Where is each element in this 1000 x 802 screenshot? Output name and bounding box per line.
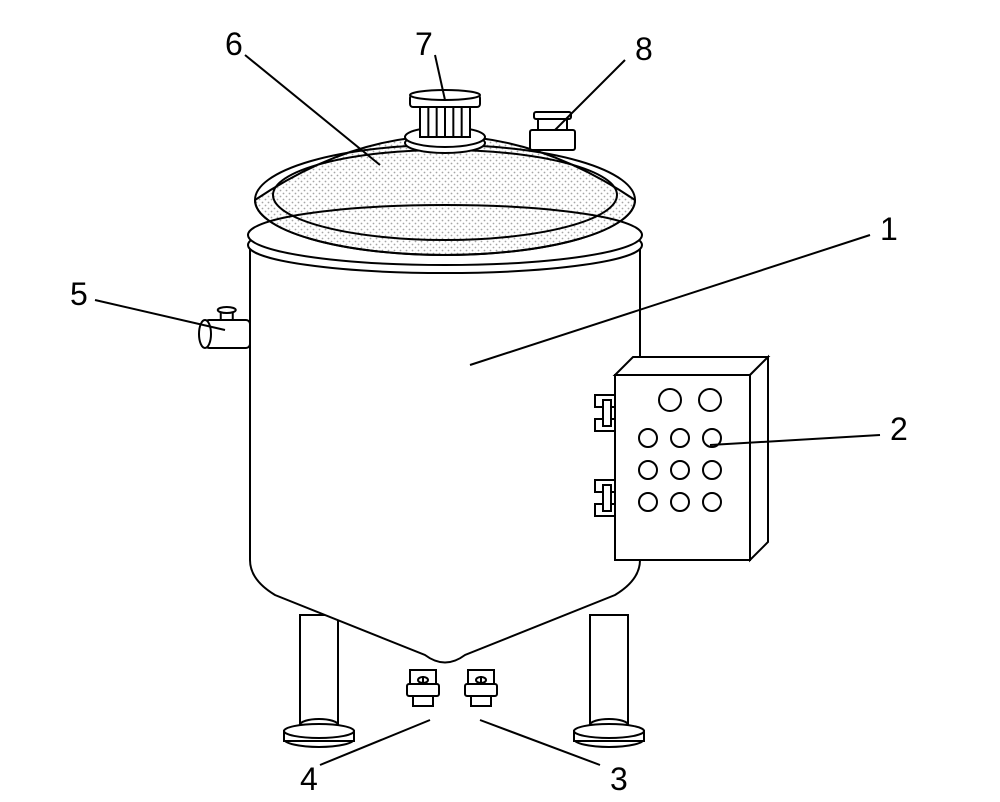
tank-drawing (199, 90, 768, 747)
label-l4: 4 (300, 761, 318, 797)
label-l6: 6 (225, 26, 243, 62)
label-l3: 3 (610, 761, 628, 797)
label-l2: 2 (890, 411, 908, 447)
label-l8: 8 (635, 31, 653, 67)
leader-l8 (555, 60, 625, 130)
label-l5: 5 (70, 276, 88, 312)
leader-l6 (245, 55, 380, 165)
label-l7: 7 (415, 26, 433, 62)
label-l1: 1 (880, 211, 898, 247)
leader-l5 (95, 300, 225, 330)
